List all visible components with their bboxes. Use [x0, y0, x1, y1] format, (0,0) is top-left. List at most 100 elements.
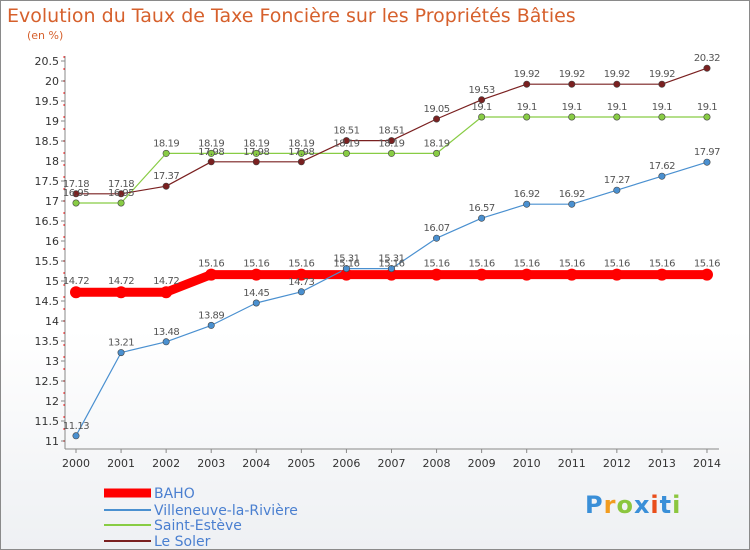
y-tick-label: 18 — [45, 155, 59, 168]
data-label: 15.16 — [514, 259, 540, 270]
y-tick-label: 16 — [45, 235, 59, 248]
data-label: 15.16 — [243, 259, 269, 270]
y-unit-label: (en %) — [27, 29, 64, 42]
data-point — [700, 268, 713, 281]
data-label: 16.92 — [514, 189, 540, 200]
data-label: 19.05 — [423, 104, 449, 115]
data-point — [342, 137, 350, 145]
data-label: 19.1 — [471, 102, 491, 113]
y-tick-label: 16.5 — [35, 215, 60, 228]
x-tick-label: 2006 — [332, 457, 360, 470]
data-point — [117, 349, 125, 357]
data-point — [385, 268, 398, 281]
data-label: 17.98 — [243, 147, 269, 158]
data-point — [658, 172, 666, 180]
data-point — [252, 299, 260, 307]
data-label: 15.16 — [378, 259, 404, 270]
x-tick-label: 2012 — [603, 457, 631, 470]
data-point — [613, 80, 621, 88]
data-label: 16.95 — [63, 188, 89, 199]
legend-entry: BAHO — [154, 486, 195, 502]
data-point — [250, 268, 263, 281]
data-point — [297, 158, 305, 166]
data-label: 17.98 — [288, 147, 314, 158]
y-tick-label: 18.5 — [35, 135, 60, 148]
y-tick-label: 17 — [45, 195, 59, 208]
data-label: 13.89 — [198, 310, 224, 321]
x-tick-label: 2000 — [62, 457, 90, 470]
data-label: 18.19 — [378, 138, 404, 149]
data-point — [117, 190, 125, 198]
x-tick-label: 2010 — [513, 457, 541, 470]
data-label: 16.07 — [423, 223, 449, 234]
data-point — [297, 288, 305, 296]
data-label: 15.16 — [469, 259, 495, 270]
x-tick-label: 2001 — [107, 457, 135, 470]
legend-entry: Saint-Estève — [154, 518, 242, 534]
data-label: 18.19 — [243, 138, 269, 149]
data-label: 19.1 — [607, 102, 627, 113]
data-label: 18.51 — [333, 126, 359, 137]
data-point — [478, 113, 486, 121]
data-label: 19.92 — [514, 69, 540, 80]
data-point — [387, 137, 395, 145]
data-label: 18.19 — [153, 138, 179, 149]
data-label: 14.72 — [108, 276, 134, 287]
data-label: 17.18 — [108, 179, 134, 190]
data-label: 14.73 — [288, 277, 314, 288]
data-label: 15.16 — [604, 259, 630, 270]
data-point — [523, 113, 531, 121]
x-tick-label: 2002 — [152, 457, 180, 470]
data-label: 14.72 — [63, 276, 89, 287]
data-point — [117, 199, 125, 207]
data-label: 18.19 — [288, 138, 314, 149]
data-label: 20.32 — [694, 53, 720, 64]
data-point — [523, 200, 531, 208]
y-tick-label: 11.5 — [35, 415, 60, 428]
proxiti-logo: Proxiti — [585, 491, 682, 519]
data-label: 18.19 — [423, 138, 449, 149]
data-label: 17.27 — [604, 175, 630, 186]
data-point — [207, 158, 215, 166]
y-tick-label: 11 — [45, 435, 59, 448]
data-point — [295, 268, 308, 281]
data-label: 17.37 — [153, 171, 179, 182]
data-point — [72, 199, 80, 207]
y-tick-label: 12 — [45, 395, 59, 408]
x-tick-label: 2014 — [693, 457, 721, 470]
data-label: 15.31 — [333, 254, 359, 265]
y-tick-label: 17.5 — [35, 175, 60, 188]
data-label: 15.16 — [649, 259, 675, 270]
data-point — [162, 338, 170, 346]
data-label: 16.57 — [469, 203, 495, 214]
legend-entry: Le Soler — [154, 534, 211, 549]
y-tick-label: 20 — [45, 75, 59, 88]
x-tick-label: 2009 — [468, 457, 496, 470]
data-point — [523, 80, 531, 88]
data-label: 14.45 — [243, 288, 269, 299]
y-tick-label: 12.5 — [35, 375, 60, 388]
data-point — [252, 149, 260, 157]
data-point — [340, 268, 353, 281]
data-label: 19.53 — [469, 85, 495, 96]
data-point — [613, 186, 621, 194]
data-point — [72, 190, 80, 198]
data-point — [478, 96, 486, 104]
data-label: 11.13 — [63, 421, 89, 432]
x-tick-label: 2013 — [648, 457, 676, 470]
data-label: 17.98 — [198, 147, 224, 158]
data-point — [387, 265, 395, 273]
data-label: 15.16 — [559, 259, 585, 270]
x-tick-label: 2007 — [377, 457, 405, 470]
data-label: 18.51 — [378, 126, 404, 137]
legend-entry: Villeneuve-la-Rivière — [154, 503, 298, 519]
data-point — [565, 268, 578, 281]
y-tick-label: 19 — [45, 115, 59, 128]
data-point — [252, 158, 260, 166]
y-tick-label: 15 — [45, 275, 59, 288]
data-point — [205, 268, 218, 281]
data-point — [613, 113, 621, 121]
data-point — [70, 286, 82, 299]
data-label: 13.48 — [153, 327, 179, 338]
